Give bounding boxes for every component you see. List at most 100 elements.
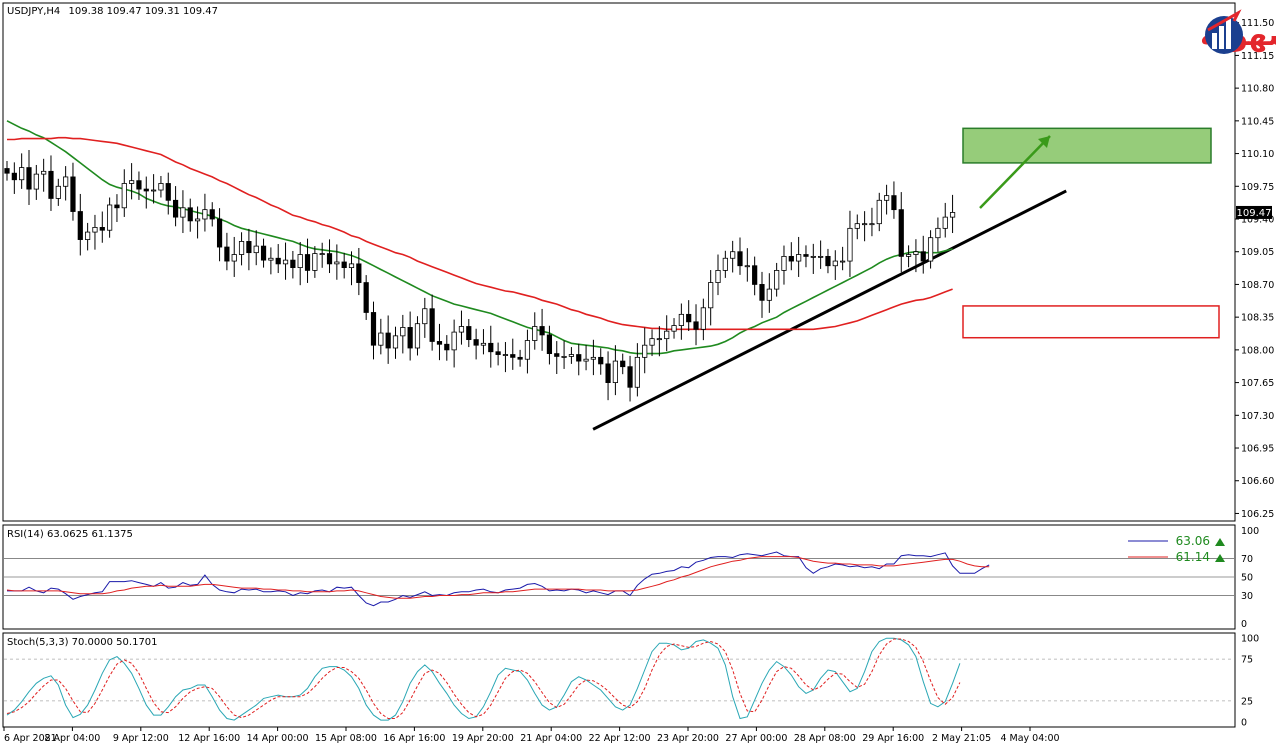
- candle: [473, 328, 479, 360]
- candle: [920, 235, 926, 274]
- triangle-up-icon: [1215, 554, 1225, 562]
- candle: [862, 211, 868, 242]
- candle: [4, 161, 10, 181]
- time-tick-label: 9 Apr 12:00: [113, 733, 169, 744]
- time-tick-label: 12 Apr 16:00: [178, 733, 240, 744]
- price-panel: [2, 2, 1236, 522]
- candle: [41, 158, 47, 192]
- candle: [502, 342, 509, 373]
- time-tick-label: 28 Apr 08:00: [794, 733, 856, 744]
- candle: [517, 349, 523, 367]
- time-tick-label: 4 May 04:00: [1000, 733, 1059, 744]
- candle: [260, 238, 267, 268]
- time-tick-label: 16 Apr 16:00: [383, 733, 445, 744]
- candle: [209, 202, 215, 227]
- candle: [678, 303, 684, 340]
- indicator-tick-label: 75: [1241, 655, 1253, 666]
- time-tick-label: 29 Apr 16:00: [862, 733, 924, 744]
- candle: [48, 155, 54, 211]
- candle: [620, 353, 626, 375]
- candle: [216, 208, 223, 262]
- current-price: 109.47: [1237, 208, 1272, 219]
- candle: [847, 210, 853, 277]
- rsi-signal-value: 61.14: [1176, 550, 1210, 564]
- candle: [488, 325, 494, 368]
- candle: [480, 329, 487, 355]
- main-line: [6, 637, 961, 721]
- candle: [246, 228, 252, 271]
- signal-line: [6, 638, 961, 719]
- candle: [510, 338, 516, 370]
- time-tick-label: 27 Apr 00:00: [725, 733, 787, 744]
- indicator-tick-label: 0: [1241, 619, 1247, 630]
- candle: [752, 256, 758, 296]
- candle: [385, 315, 391, 364]
- candle: [422, 297, 428, 338]
- time-tick-label: 8 Apr 04:00: [44, 733, 100, 744]
- candle: [466, 319, 472, 348]
- candle: [686, 300, 692, 331]
- candle: [363, 275, 369, 320]
- triangle-up-icon: [1215, 538, 1225, 546]
- candle: [708, 270, 714, 326]
- candle: [818, 240, 824, 269]
- candle: [275, 244, 281, 274]
- candle: [913, 239, 919, 273]
- candle: [737, 237, 743, 275]
- candle: [495, 342, 501, 366]
- candle: [576, 343, 582, 376]
- candle: [656, 326, 662, 357]
- candle: [766, 273, 772, 313]
- price-tick-label: 108.70: [1241, 280, 1274, 291]
- candle: [700, 298, 706, 341]
- candle: [810, 243, 816, 274]
- candle: [334, 244, 340, 280]
- candle: [935, 217, 941, 252]
- symbol-label: USDJPY,H4 109.38 109.47 109.31 109.47: [7, 6, 218, 17]
- candle: [107, 197, 113, 238]
- indicator-tick-label: 70: [1241, 554, 1253, 565]
- candle: [77, 193, 83, 256]
- candle: [744, 248, 750, 282]
- target-zone: [962, 127, 1212, 164]
- candle: [891, 181, 897, 219]
- candle: [524, 329, 531, 374]
- price-axis: 111.50 111.15 110.80 110.45 110.10 109.75 109.…: [1235, 18, 1274, 520]
- candle: [627, 355, 633, 402]
- candle: [341, 252, 347, 279]
- candle: [268, 247, 274, 275]
- candle: [378, 318, 384, 355]
- indicator-tick-label: 25: [1241, 696, 1253, 707]
- price-tick-label: 111.15: [1241, 51, 1274, 62]
- candle: [927, 230, 934, 269]
- candle: [898, 192, 904, 273]
- candle: [561, 340, 567, 369]
- candle: [180, 190, 186, 234]
- candle: [136, 171, 142, 200]
- candle: [290, 250, 296, 279]
- candle: [348, 251, 355, 286]
- candle: [392, 326, 399, 359]
- candle: [370, 301, 377, 360]
- candle: [803, 245, 809, 268]
- candle: [605, 351, 611, 401]
- candle: [26, 150, 32, 205]
- candle: [715, 254, 721, 296]
- candle: [693, 304, 699, 346]
- candle: [722, 250, 728, 278]
- candle: [92, 214, 98, 250]
- candle: [121, 169, 127, 217]
- moving-averages: [6, 120, 953, 355]
- rsi-legend: 63.06 61.14: [1128, 534, 1225, 564]
- price-tick-label: 107.30: [1241, 411, 1274, 422]
- candle: [539, 308, 545, 351]
- candle: [884, 184, 890, 215]
- signal-line: [6, 556, 990, 599]
- indicator-tick-label: 100: [1241, 634, 1259, 645]
- time-tick-label: 6 Apr 2021: [4, 733, 57, 744]
- support-zone: [962, 305, 1220, 339]
- price-tick-label: 109.40: [1241, 215, 1274, 226]
- stoch-axis: 100 75 25 0: [4, 634, 1259, 728]
- candle: [129, 163, 135, 200]
